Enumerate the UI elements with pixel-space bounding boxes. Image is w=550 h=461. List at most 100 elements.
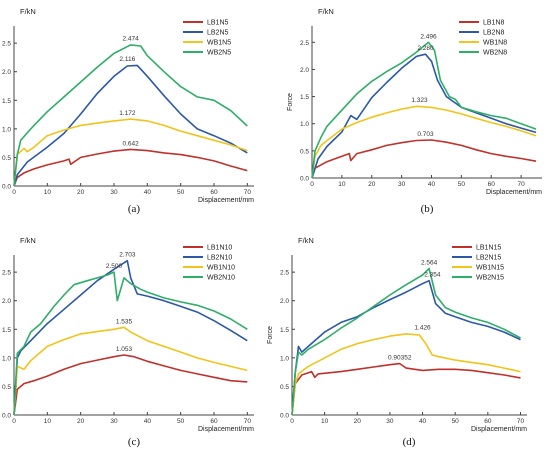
series-line-WB2N5 [13,44,248,187]
legend: LB1N8 LB2N8 WB1N8 WB2N8 [459,20,507,57]
x-tick-label: 40 [428,181,436,188]
y-tick-label: 0.0 [2,413,11,420]
x-tick-label: 30 [398,181,406,188]
y-tick-label: 1.0 [2,126,11,133]
y-axis-label: Force [287,93,294,111]
y-tick-label: 2.5 [280,270,289,277]
y-axis-unit-label: F/kN [318,7,334,16]
legend-label: LB1N10 [207,245,232,252]
y-axis-unit-label: F/kN [20,7,36,16]
x-tick-label: 20 [368,181,376,188]
data-label: 2.496 [420,34,437,41]
x-tick-label: 0 [12,189,16,196]
series-line-WB1N8 [311,105,537,179]
x-tick-label: 20 [77,418,85,425]
legend-label: WB2N8 [483,50,507,57]
legend-label: LB2N10 [207,255,232,262]
y-tick-label: 2.5 [300,40,309,47]
series-line-LB1N5 [13,148,248,187]
legend-label: WB1N5 [207,40,231,47]
legend-label: WB2N5 [207,50,231,57]
y-tick-label: 2.5 [2,270,11,277]
data-label: 0.703 [417,131,434,138]
x-tick-label: 70 [244,418,252,425]
data-label: 2.280 [417,45,434,52]
y-tick-label: 2.0 [280,298,289,305]
y-tick-label: 2.5 [2,41,11,48]
y-tick-label: 2.0 [2,69,11,76]
legend: LB1N5 LB2N5 WB1N5 WB2N5 [183,20,231,57]
data-label: 2.354 [424,271,441,278]
legend-label: LB1N5 [207,20,229,27]
series-line-WB2N15 [291,267,521,416]
x-tick-label: 10 [338,181,346,188]
series-line-LB2N10 [13,259,248,416]
x-tick-label: 10 [321,418,329,425]
data-label: 1.323 [411,97,428,104]
data-label: 2.703 [119,252,136,259]
legend-label: WB1N8 [483,40,507,47]
series-line-WB2N8 [311,41,537,179]
series-line-LB1N15 [291,362,521,416]
x-tick-label: 40 [144,189,152,196]
y-tick-label: 1.5 [2,327,11,334]
x-tick-label: 20 [354,418,362,425]
x-axis-label: Displacement/mm [198,426,254,433]
x-tick-label: 70 [517,418,525,425]
series-line-WB2N10 [13,271,248,416]
y-axis-label: Force [267,326,274,344]
data-label: 0.642 [123,140,140,147]
legend-label: LB2N5 [207,30,229,37]
data-label: 1.426 [414,325,431,332]
x-tick-label: 0 [12,418,16,425]
x-tick-label: 10 [44,418,52,425]
series-line-LB2N8 [311,53,537,179]
panel-caption: (c) [128,436,141,448]
chart-panel-4: 0.0 0.5 1.0 1.5 2.0 2.5 0 10 20 30 40 50 60 70 F/kN For… [267,236,527,448]
y-tick-label: 1.5 [280,327,289,334]
x-tick-label: 60 [210,418,218,425]
y-axis-unit-label: F/kN [20,236,36,245]
data-label: 0.90352 [388,354,412,361]
series-line-LB1N10 [13,354,248,416]
x-tick-label: 0 [310,181,314,188]
chart-panel-1: 0.00.51.01.52.02.5010203040506070F/kNFor… [2,7,254,215]
y-tick-label: 0.5 [300,148,309,155]
x-tick-label: 0 [290,418,294,425]
series-line-LB2N15 [291,279,521,416]
x-tick-label: 50 [452,418,460,425]
y-tick-label: 1.5 [300,94,309,101]
data-label: 1.535 [116,318,133,325]
legend-label: WB2N10 [207,275,235,282]
panel-caption: (b) [421,203,434,215]
y-tick-label: 0.0 [2,184,11,191]
panel-caption: (d) [403,436,416,448]
x-axis-label: Displacement/mm [471,426,527,433]
x-tick-label: 70 [517,181,525,188]
x-tick-label: 20 [77,189,85,196]
x-tick-label: 10 [44,189,52,196]
x-tick-label: 50 [177,418,185,425]
series-line-WB1N15 [291,333,521,416]
x-tick-label: 70 [244,189,252,196]
x-tick-label: 60 [484,418,492,425]
data-label: 2.564 [421,259,438,266]
legend-label: WB1N15 [476,265,504,272]
legend-label: WB1N10 [207,265,235,272]
y-tick-label: 0.0 [300,176,309,183]
x-tick-label: 30 [110,189,118,196]
legend-label: LB2N15 [476,255,501,262]
data-label: 1.053 [116,346,133,353]
data-label: 2.474 [123,36,140,43]
data-label: 2.116 [119,56,135,63]
x-axis-label: Displacement/mm [198,197,254,204]
series-line-LB2N5 [13,64,248,187]
x-axis-label: Displacement/mm [486,189,542,196]
y-tick-label: 0.5 [2,155,11,162]
series-line-LB1N8 [311,139,537,179]
panel-caption: (a) [128,203,141,215]
series-line-WB1N10 [13,326,248,416]
legend-label: LB1N15 [476,245,501,252]
x-tick-label: 30 [386,418,394,425]
